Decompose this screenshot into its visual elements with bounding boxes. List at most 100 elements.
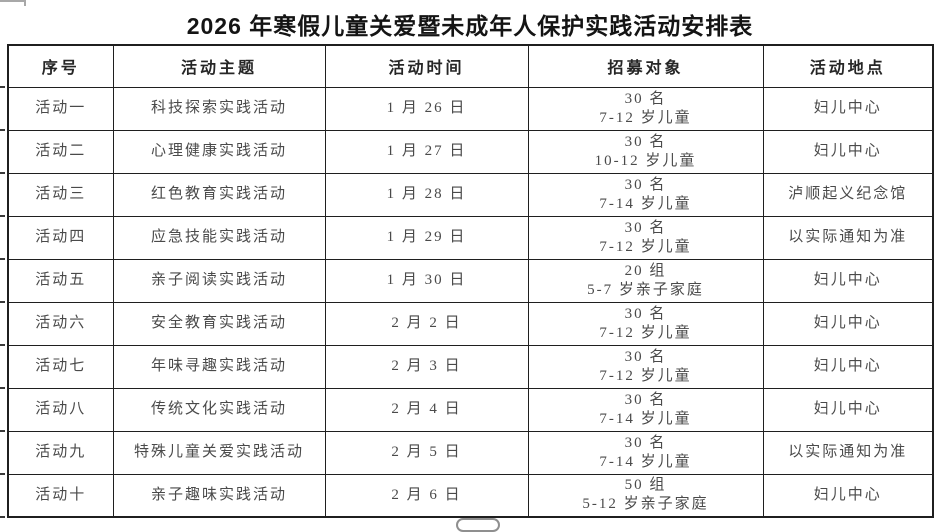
left-edge-tick: [0, 172, 5, 174]
cell-recruit-target: 30 名 7-14 岁儿童: [527, 430, 764, 475]
cell-recruit-target: 30 名 7-12 岁儿童: [527, 215, 764, 260]
table-row: 活动五 亲子阅读实践活动 1 月 30 日 20 组 5-7 岁亲子家庭 妇儿中…: [7, 258, 934, 303]
cell-recruit-target: 20 组 5-7 岁亲子家庭: [527, 258, 764, 303]
recruit-group: 7-12 岁儿童: [599, 367, 692, 384]
recruit-count: 30 名: [624, 90, 667, 107]
cell-activity-time: 1 月 27 日: [324, 129, 529, 174]
cell-activity-time: 1 月 26 日: [324, 86, 529, 131]
table-row: 活动一 科技探索实践活动 1 月 26 日 30 名 7-12 岁儿童 妇儿中心: [7, 86, 934, 131]
recruit-group: 10-12 岁儿童: [594, 152, 697, 169]
cell-activity-location: 妇儿中心: [762, 473, 934, 518]
recruit-count: 50 组: [624, 477, 667, 494]
cell-activity-location: 妇儿中心: [762, 387, 934, 432]
cell-activity-time: 2 月 4 日: [324, 387, 529, 432]
cell-recruit-target: 30 名 7-14 岁儿童: [527, 387, 764, 432]
cell-activity-theme: 红色教育实践活动: [112, 172, 326, 217]
table-row: 活动十 亲子趣味实践活动 2 月 6 日 50 组 5-12 岁亲子家庭 妇儿中…: [7, 473, 934, 518]
cell-activity-location: 妇儿中心: [762, 258, 934, 303]
cell-activity-location: 以实际通知为准: [762, 430, 934, 475]
table-row: 活动六 安全教育实践活动 2 月 2 日 30 名 7-12 岁儿童 妇儿中心: [7, 301, 934, 346]
left-edge-tick: [0, 344, 5, 346]
activity-schedule-table: 序号 活动主题 活动时间 招募对象 活动地点 活动一 科技探索实践活动 1 月 …: [7, 44, 934, 518]
cell-activity-theme: 安全教育实践活动: [112, 301, 326, 346]
recruit-count: 30 名: [624, 133, 667, 150]
cell-activity-theme: 亲子趣味实践活动: [112, 473, 326, 518]
page-title: 2026 年寒假儿童关爱暨未成年人保护实践活动安排表: [186, 13, 754, 39]
left-edge-tick: [0, 129, 5, 131]
cell-activity-location: 妇儿中心: [762, 344, 934, 389]
cell-activity-theme: 科技探索实践活动: [112, 86, 326, 131]
cell-activity-time: 2 月 2 日: [324, 301, 529, 346]
recruit-group: 5-7 岁亲子家庭: [587, 281, 704, 298]
recruit-group: 5-12 岁亲子家庭: [582, 496, 709, 513]
cell-serial-number: 活动十: [7, 473, 114, 518]
table-row: 活动七 年味寻趣实践活动 2 月 3 日 30 名 7-12 岁儿童 妇儿中心: [7, 344, 934, 389]
cell-activity-theme: 传统文化实践活动: [112, 387, 326, 432]
header-activity-location: 活动地点: [762, 44, 934, 88]
left-edge-tick: [0, 258, 5, 260]
header-activity-time: 活动时间: [324, 44, 529, 88]
cell-activity-time: 1 月 28 日: [324, 172, 529, 217]
left-edge-tick: [0, 473, 5, 475]
cell-recruit-target: 30 名 7-12 岁儿童: [527, 86, 764, 131]
cell-activity-theme: 心理健康实践活动: [112, 129, 326, 174]
recruit-count: 30 名: [624, 391, 667, 408]
cell-activity-theme: 特殊儿童关爱实践活动: [112, 430, 326, 475]
recruit-count: 20 组: [624, 262, 667, 279]
table-row: 活动九 特殊儿童关爱实践活动 2 月 5 日 30 名 7-14 岁儿童 以实际…: [7, 430, 934, 475]
recruit-count: 30 名: [624, 219, 667, 236]
left-edge-tick: [0, 301, 5, 303]
cell-recruit-target: 30 名 7-14 岁儿童: [527, 172, 764, 217]
left-edge-tick: [0, 86, 5, 88]
cell-activity-theme: 应急技能实践活动: [112, 215, 326, 260]
cell-serial-number: 活动六: [7, 301, 114, 346]
cell-recruit-target: 50 组 5-12 岁亲子家庭: [527, 473, 764, 518]
left-edge-tick: [0, 387, 5, 389]
recruit-group: 7-14 岁儿童: [599, 453, 692, 470]
table-row: 活动二 心理健康实践活动 1 月 27 日 30 名 10-12 岁儿童 妇儿中…: [7, 129, 934, 174]
cell-serial-number: 活动八: [7, 387, 114, 432]
window-edge-artifact: [0, 0, 26, 6]
cell-activity-location: 泸顺起义纪念馆: [762, 172, 934, 217]
table-row: 活动四 应急技能实践活动 1 月 29 日 30 名 7-12 岁儿童 以实际通…: [7, 215, 934, 260]
table-header-row: 序号 活动主题 活动时间 招募对象 活动地点: [7, 44, 934, 88]
recruit-count: 30 名: [624, 348, 667, 365]
left-edge-tick: [0, 430, 5, 432]
cell-recruit-target: 30 名 7-12 岁儿童: [527, 301, 764, 346]
recruit-group: 7-12 岁儿童: [599, 238, 692, 255]
cell-serial-number: 活动一: [7, 86, 114, 131]
recruit-group: 7-14 岁儿童: [599, 195, 692, 212]
cell-serial-number: 活动四: [7, 215, 114, 260]
recruit-group: 7-14 岁儿童: [599, 410, 692, 427]
cell-activity-location: 以实际通知为准: [762, 215, 934, 260]
cell-activity-location: 妇儿中心: [762, 129, 934, 174]
table-row: 活动三 红色教育实践活动 1 月 28 日 30 名 7-14 岁儿童 泸顺起义…: [7, 172, 934, 217]
cell-activity-time: 1 月 30 日: [324, 258, 529, 303]
recruit-group: 7-12 岁儿童: [599, 324, 692, 341]
header-recruit-target: 招募对象: [527, 44, 764, 88]
left-edge-tick: [0, 516, 5, 518]
left-edge-tick: [0, 215, 5, 217]
cell-recruit-target: 30 名 10-12 岁儿童: [527, 129, 764, 174]
cell-serial-number: 活动二: [7, 129, 114, 174]
header-serial-number: 序号: [7, 44, 114, 88]
recruit-count: 30 名: [624, 434, 667, 451]
cell-activity-time: 1 月 29 日: [324, 215, 529, 260]
cell-serial-number: 活动九: [7, 430, 114, 475]
cell-activity-location: 妇儿中心: [762, 301, 934, 346]
cell-activity-time: 2 月 3 日: [324, 344, 529, 389]
page-indicator-pill[interactable]: [456, 518, 500, 532]
cell-activity-time: 2 月 5 日: [324, 430, 529, 475]
recruit-count: 30 名: [624, 176, 667, 193]
cell-serial-number: 活动三: [7, 172, 114, 217]
table-row: 活动八 传统文化实践活动 2 月 4 日 30 名 7-14 岁儿童 妇儿中心: [7, 387, 934, 432]
cell-activity-time: 2 月 6 日: [324, 473, 529, 518]
recruit-count: 30 名: [624, 305, 667, 322]
cell-serial-number: 活动七: [7, 344, 114, 389]
cell-serial-number: 活动五: [7, 258, 114, 303]
cell-activity-theme: 亲子阅读实践活动: [112, 258, 326, 303]
cell-activity-location: 妇儿中心: [762, 86, 934, 131]
header-activity-theme: 活动主题: [112, 44, 326, 88]
cell-recruit-target: 30 名 7-12 岁儿童: [527, 344, 764, 389]
recruit-group: 7-12 岁儿童: [599, 109, 692, 126]
